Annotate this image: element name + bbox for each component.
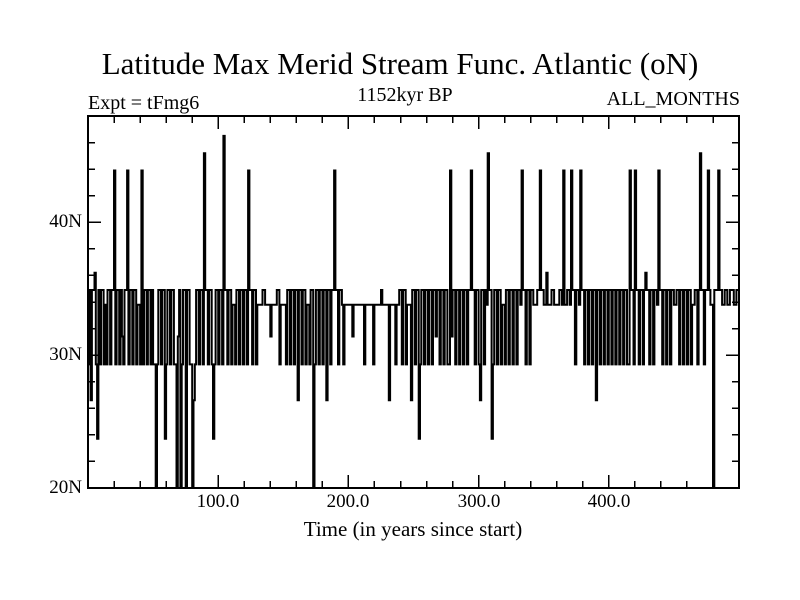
data-trace — [88, 134, 739, 489]
chart-title: Latitude Max Merid Stream Func. Atlantic… — [101, 46, 699, 81]
x-tick-label-300: 300.0 — [457, 491, 501, 512]
y-tick-label-30n: 30N — [49, 344, 82, 365]
time-bp-label: 1152kyr BP — [357, 84, 453, 106]
x-tick-label-100: 100.0 — [196, 491, 240, 512]
y-tick-label-20n: 20N — [49, 477, 82, 498]
x-tick-label-400: 400.0 — [587, 491, 631, 512]
experiment-label: Expt = tFmg6 — [88, 92, 200, 114]
x-tick-label-200: 200.0 — [326, 491, 370, 512]
months-label: ALL_MONTHS — [606, 88, 740, 110]
x-axis-title: Time (in years since start) — [303, 517, 523, 541]
plot-frame — [87, 115, 740, 489]
y-tick-label-40n: 40N — [49, 211, 82, 232]
